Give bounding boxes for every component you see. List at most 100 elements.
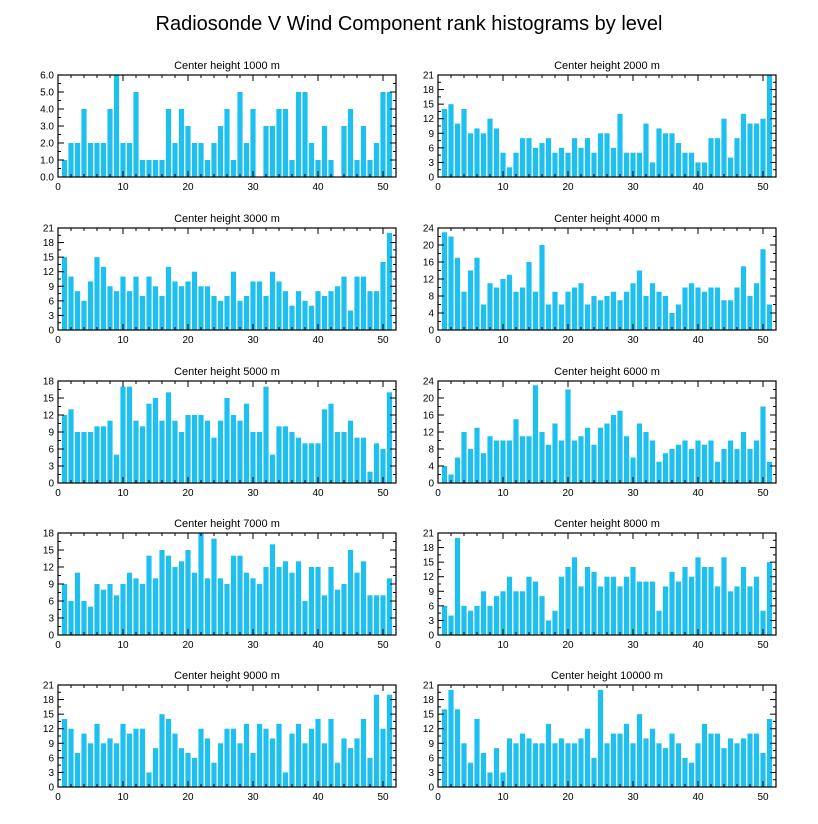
bar [204, 578, 211, 635]
y-tick-label: 16 [423, 258, 435, 269]
x-tick-label: 10 [117, 640, 129, 651]
bar [172, 143, 178, 177]
bar [295, 561, 302, 635]
bar [506, 440, 513, 483]
bar [623, 152, 630, 177]
bar [487, 283, 493, 330]
bar [250, 432, 256, 483]
bar [256, 723, 263, 787]
bar [519, 138, 526, 177]
bar [441, 232, 448, 330]
bar [727, 300, 734, 330]
bar [578, 738, 584, 787]
bar [328, 403, 334, 483]
bar [591, 757, 597, 787]
bar [636, 423, 643, 483]
bar [139, 296, 146, 330]
bar [714, 287, 721, 330]
bar [308, 143, 315, 177]
bar [165, 719, 172, 787]
y-tick-label: 6.0 [40, 71, 54, 82]
y-tick-label: 9 [428, 739, 434, 750]
bar [474, 128, 480, 177]
bar [107, 420, 113, 483]
bar [269, 454, 276, 483]
bar [354, 572, 360, 635]
bar [165, 109, 172, 177]
bar [74, 572, 81, 635]
bar [217, 420, 224, 483]
bar [282, 426, 289, 483]
bar [146, 555, 152, 635]
bar [178, 109, 185, 177]
x-tick-label: 40 [692, 335, 704, 346]
x-tick-label: 50 [757, 488, 769, 499]
bar [237, 92, 243, 177]
bar [224, 584, 230, 635]
bar [519, 733, 526, 787]
bar [354, 437, 360, 483]
bar [675, 444, 682, 483]
bar [126, 572, 133, 635]
bar [623, 291, 630, 330]
bar [448, 104, 454, 177]
bar [636, 714, 643, 787]
bar [597, 427, 604, 483]
bar [597, 133, 604, 177]
bar [734, 449, 740, 483]
bar [276, 567, 282, 635]
bar [159, 160, 165, 177]
y-tick-label: 12 [423, 572, 435, 583]
bar [448, 615, 454, 635]
bar [165, 555, 172, 635]
bar [94, 584, 100, 635]
bar [107, 286, 113, 330]
bar [747, 449, 753, 483]
bar [617, 586, 623, 635]
bar [708, 733, 714, 787]
bar [87, 143, 94, 177]
bar [721, 118, 727, 177]
x-tick-label: 40 [692, 182, 704, 193]
x-tick-label: 10 [117, 182, 129, 193]
bar [760, 610, 766, 635]
bar [191, 271, 198, 330]
bar [282, 561, 289, 635]
bar [649, 162, 656, 177]
bar [688, 449, 695, 483]
bar [321, 743, 328, 787]
x-tick-label: 30 [627, 182, 639, 193]
bar [734, 586, 740, 635]
bar [675, 743, 682, 787]
bar [669, 733, 675, 787]
bar [139, 160, 146, 177]
bar [643, 432, 649, 483]
bar [172, 281, 178, 330]
bar [120, 584, 126, 635]
bar [610, 415, 617, 483]
bar [341, 276, 347, 330]
y-tick-label: 9 [428, 129, 434, 140]
bar [185, 415, 191, 483]
bar [610, 147, 617, 177]
bar [760, 249, 766, 330]
x-tick-label: 20 [562, 335, 574, 346]
bar [571, 743, 578, 787]
bar [487, 772, 493, 787]
bar [474, 719, 480, 787]
x-tick-label: 50 [377, 182, 389, 193]
panel-title: Center height 7000 m [174, 518, 280, 530]
bar [178, 286, 185, 330]
bar [61, 584, 68, 635]
bar [630, 567, 636, 635]
bar [454, 123, 461, 177]
y-tick-label: 0 [428, 479, 434, 490]
bar [126, 733, 133, 787]
bar [347, 310, 354, 330]
bar [461, 743, 467, 787]
bar [513, 152, 519, 177]
bar [734, 287, 740, 330]
bar [380, 262, 386, 330]
bar [198, 143, 204, 177]
